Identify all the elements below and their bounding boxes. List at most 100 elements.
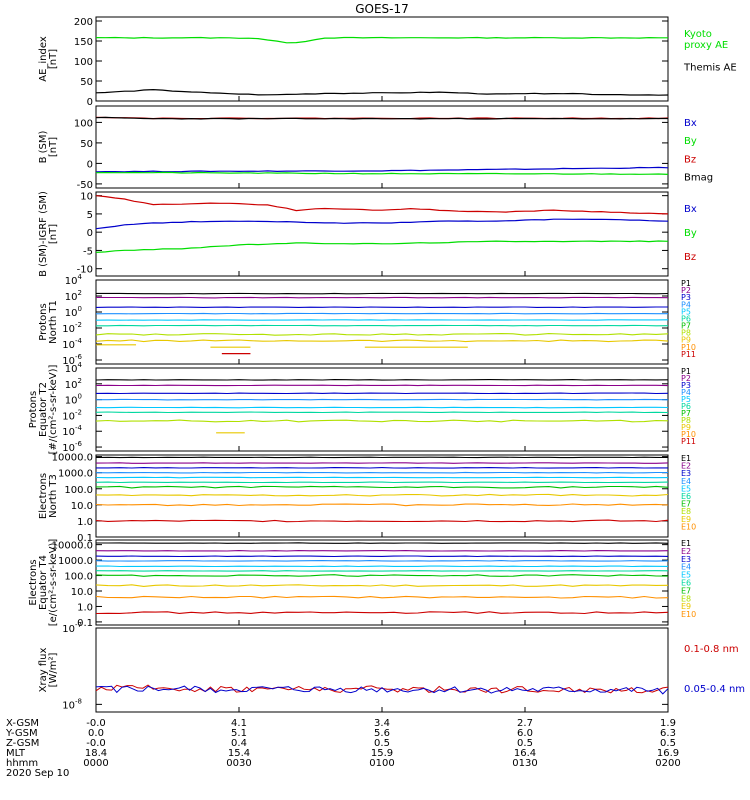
x-axis-value: 5.1 [231,728,247,739]
figure-title: GOES-17 [355,2,409,16]
legend-entry: E10 [681,522,696,531]
y-tick-exponent: 0 [78,393,82,401]
panel-xray: Xray flux[W/m²]10-710-80.1-0.8 nm0.05-0.… [38,621,745,713]
x-axis-value: 0130 [512,758,537,769]
y-axis-label-line: Electrons [38,473,49,519]
y-tick-label: 10000.0 [52,541,93,552]
y-axis-label: ElectronsNorth T3 [38,473,59,519]
legend-entry: Bx [684,118,697,129]
y-tick-label: 200 [74,17,93,28]
y-tick-exponent: -6 [75,440,83,448]
legend-entry: E1 [681,539,691,548]
x-axis-value: 4.1 [231,718,247,729]
y-tick-label: 104 [65,273,83,287]
panel-elec3: ElectronsNorth T3 10000.0 1000.0 100.0 10.0 1… [38,453,696,544]
y-axis-label-line: [#/(cm²-s-sr-keV)] [48,365,59,455]
series-line [95,218,669,230]
channel-line [95,570,669,572]
series-line [95,88,669,96]
legend-entry: P11 [681,437,696,446]
series-line [95,195,669,215]
y-axis-label-line: North T3 [48,474,59,518]
channel-line [95,485,669,489]
y-tick-exponent: 0 [78,305,82,313]
y-axis-label-line: AE_index [38,36,49,82]
channel-line [96,467,668,469]
legend-entry: E5 [681,484,691,493]
y-tick-label: 100 [65,393,82,407]
x-axis-value: 16.4 [514,748,536,759]
y-tick-label: 10-4 [62,337,82,351]
legend-entry: E6 [681,492,691,501]
legend-entry: P5 [681,395,691,404]
legend-entry: 0.05-0.4 nm [684,684,745,695]
y-tick-label: 1.0 [77,517,93,528]
plot-frame [95,627,669,713]
legend-entry: E9 [681,515,691,524]
legend-entry: E3 [681,469,691,478]
x-axis-value: 0030 [226,758,251,769]
panel-bsm: B (SM)[nT] -50 0 50 100 Bx By Bz Bmag [38,105,713,191]
x-axis-row-label: X-GSM [6,718,39,729]
legend-entry: P1 [681,279,691,288]
legend-entry: P9 [681,336,691,345]
legend-entry: P3 [681,293,691,302]
y-tick-label: 50 [80,77,93,88]
x-axis-row-label: Y-GSM [5,728,38,739]
x-axis-value: 6.3 [660,728,676,739]
channel-line [95,419,669,423]
legend: Bx By Bz [684,204,697,263]
y-tick-label: 10-7 [62,621,82,635]
y-tick-label: -50 [77,180,93,191]
y-tick-label: 100 [74,57,93,68]
legend-entry: Bz [684,154,696,165]
y-axis-label-line: B (SM)-IGRF (SM) [38,191,49,277]
legend-entry: P8 [681,416,691,425]
legend-entry: E8 [681,507,691,516]
legend-entry: P10 [681,343,696,352]
y-axis-label-line: North T1 [48,300,59,344]
y-axis-label: B (SM)[nT] [38,130,59,163]
channel-line [95,471,668,474]
legend-entry: E7 [681,500,691,509]
legend-entry: P11 [681,350,696,359]
y-tick-label: 100.0 [64,485,93,496]
x-axis-row-label: Z-GSM [6,738,39,749]
y-tick-label: 50 [80,139,93,150]
plot-frame [95,279,669,365]
legend-entry: E1 [681,454,691,463]
channel-line [95,339,669,343]
y-tick-label: 102 [65,377,82,391]
legend-entry: P7 [681,322,691,331]
channel-line [95,493,669,497]
legend-entry: E10 [681,610,696,619]
channel-line [95,333,669,336]
y-tick-label: 10000.0 [52,453,93,464]
legend-entry: Themis AE [683,63,737,74]
y-axis-label-line: [nT] [48,224,59,244]
y-tick-exponent: 4 [78,361,83,369]
y-tick-label: 10-8 [62,697,82,711]
y-tick-label: 1000.0 [58,556,93,567]
channel-line [95,560,669,562]
channel-line [95,476,669,479]
x-axis-value: 0.5 [660,738,676,749]
y-axis-label-line: [W/m²] [48,652,59,687]
channel-line [95,406,669,409]
channel-line [95,296,669,299]
y-axis-label-line: [nT] [48,137,59,157]
series-line [95,166,669,173]
y-tick-label: 0 [87,159,93,170]
x-axis-value: -0.0 [86,718,106,729]
series-line [95,685,669,695]
x-axis-value: 15.4 [228,748,250,759]
legend-entry: P4 [681,388,691,397]
y-axis-label-line: Xray flux [38,648,49,693]
y-axis-label-line: Equator T2 [38,382,49,437]
legend-entry: E3 [681,555,691,564]
y-tick-label: 10 [80,192,93,203]
x-axis-value: 0200 [655,758,680,769]
legend-entry: E9 [681,602,691,611]
